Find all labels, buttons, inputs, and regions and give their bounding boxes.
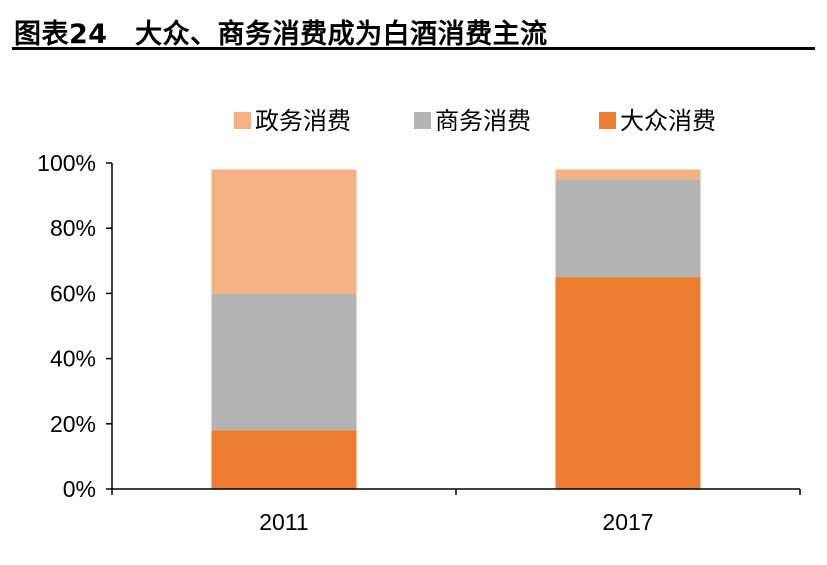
legend-label-政务消费: 政务消费 [255, 107, 351, 135]
bar-segment-2011-大众消费 [211, 430, 357, 489]
legend-swatch-商务消费 [414, 112, 431, 129]
legend-label-大众消费: 大众消费 [620, 107, 716, 135]
x-tick-label: 2017 [602, 509, 653, 535]
y-tick-label: 60% [50, 280, 96, 306]
bar-segment-2017-大众消费 [555, 277, 701, 489]
legend-swatch-大众消费 [599, 112, 616, 129]
y-tick-label: 0% [63, 476, 96, 502]
title-underline [12, 47, 815, 50]
y-tick-label: 100% [37, 150, 96, 176]
y-tick-label: 40% [50, 346, 96, 372]
figure-header: 图表24 大众、商务消费成为白酒消费主流 [12, 6, 815, 50]
figure-title: 图表24 大众、商务消费成为白酒消费主流 [14, 19, 548, 50]
bar-segment-2011-商务消费 [211, 293, 357, 431]
bar-group [211, 169, 701, 489]
x-tick-label: 2011 [259, 509, 308, 535]
legend-swatch-政务消费 [234, 112, 251, 129]
bar-segment-2011-政务消费 [211, 169, 357, 294]
legend-label-商务消费: 商务消费 [435, 107, 531, 135]
chart-axes: 0% 20% 40% 60% 80% 100% 2011 2017 [37, 150, 801, 535]
chart-legend: 政务消费 商务消费 大众消费 [234, 107, 716, 135]
y-tick-label: 80% [50, 215, 96, 241]
bar-segment-2017-政务消费 [555, 169, 701, 180]
bar-segment-2017-商务消费 [555, 179, 701, 278]
y-tick-label: 20% [50, 411, 96, 437]
